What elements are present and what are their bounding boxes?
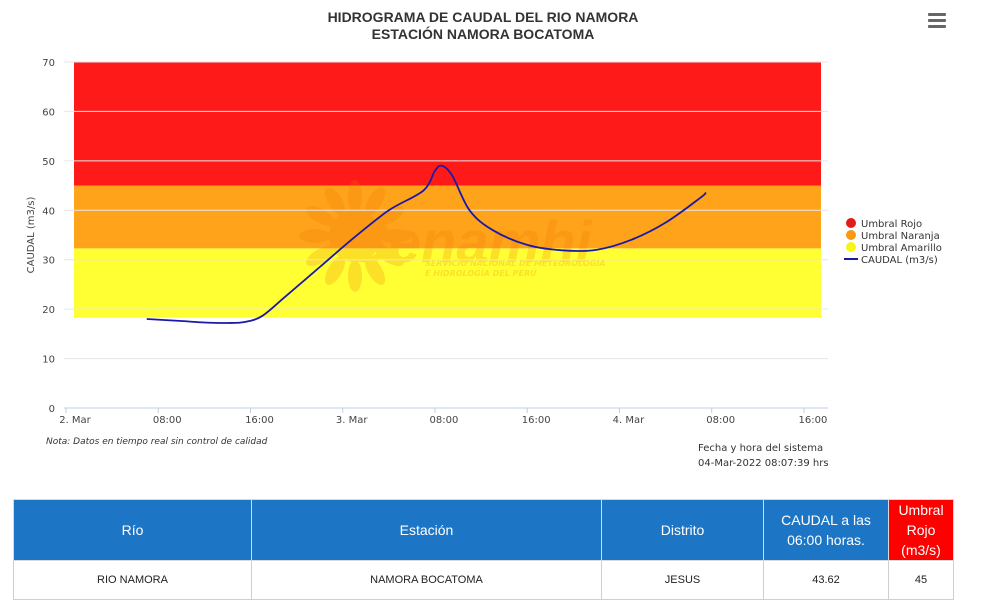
band-umbral-naranja: [74, 185, 821, 249]
watermark-sun-ray: [306, 205, 335, 227]
y-tick-label: 70: [42, 58, 55, 69]
watermark-sun-ray: [348, 180, 362, 212]
hamburger-icon-bar: [928, 19, 946, 22]
axes: 0 10 20 30 40 50 60 70 2. Mar 08:00 16:00 3. Mar 08:…: [42, 58, 828, 426]
watermark-sun-ray: [375, 245, 404, 267]
x-tick-label: 4. Mar: [613, 415, 645, 426]
watermark-subtext: E HIDROLOGÍA DEL PERÚ: [425, 267, 537, 278]
watermark-text: Senamhi: [350, 210, 594, 275]
watermark-sun-ray: [324, 256, 346, 285]
table-header-row: Río Estación Distrito CAUDAL a las 06:00…: [13, 499, 954, 561]
watermark-sun-ray: [348, 260, 362, 292]
legend-marker: [846, 230, 856, 240]
cell-umbral: 45: [888, 560, 954, 600]
legend-label: Umbral Rojo: [861, 219, 922, 230]
watermark-sun-ray: [324, 187, 346, 216]
data-quality-note: Nota: Datos en tiempo real sin control d…: [46, 437, 268, 447]
y-tick-label: 60: [42, 107, 55, 118]
y-tick-label: 40: [42, 206, 55, 217]
x-tick-label: 16:00: [799, 415, 828, 426]
x-tick-label: 16:00: [522, 415, 551, 426]
x-tick-label: 08:00: [706, 415, 735, 426]
series-layer: [146, 164, 707, 324]
header-umbral-rojo: Umbral Rojo (m3/s): [888, 499, 954, 561]
watermark-subtext: SERVICIO NACIONAL DE METEOROLOGÍA: [425, 257, 605, 268]
hamburger-icon-bar: [928, 25, 946, 28]
chart-subtitle: ESTACIÓN NAMORA BOCATOMA: [372, 25, 595, 42]
watermark-sun-ray: [364, 256, 386, 285]
watermark-sun-ray: [364, 187, 386, 216]
cell-caudal: 43.62: [763, 560, 889, 600]
band-umbral-rojo: [74, 62, 821, 186]
y-tick-label: 20: [42, 305, 55, 316]
grid-lines: [64, 61, 828, 360]
header-rio: Río: [13, 499, 252, 561]
cell-estacion: NAMORA BOCATOMA: [251, 560, 602, 600]
x-tick-label: 16:00: [245, 415, 274, 426]
hamburger-icon-bar: [928, 13, 946, 16]
chart-menu-button[interactable]: [926, 10, 948, 32]
system-time-value: 04-Mar-2022 08:07:39 hrs: [698, 458, 829, 469]
legend-marker: [846, 218, 856, 228]
x-tick-label: 08:00: [430, 415, 459, 426]
legend-label: Umbral Amarillo: [861, 243, 942, 254]
x-tick-label: 08:00: [153, 415, 182, 426]
x-tick-label: 2. Mar: [59, 415, 91, 426]
watermark-sun-ray: [375, 205, 404, 227]
cell-rio: RIO NAMORA: [13, 560, 252, 600]
y-tick-label: 30: [42, 256, 55, 267]
header-caudal: CAUDAL a las 06:00 horas.: [763, 499, 889, 561]
y-tick-label: 0: [49, 404, 55, 415]
y-axis-title: CAUDAL (m3/s): [26, 197, 37, 274]
legend-label: Umbral Naranja: [861, 231, 940, 242]
header-estacion: Estación: [251, 499, 602, 561]
x-tick-label: 3. Mar: [336, 415, 368, 426]
y-tick-label: 10: [42, 355, 55, 366]
system-time-label: Fecha y hora del sistema: [698, 443, 824, 454]
table-row: RIO NAMORA NAMORA BOCATOMA JESUS 43.62 4…: [13, 560, 954, 600]
legend-marker: [846, 242, 856, 252]
legend-label: CAUDAL (m3/s): [861, 255, 938, 266]
header-distrito: Distrito: [601, 499, 764, 561]
watermark-sun-ray: [379, 229, 411, 243]
watermark-sun-ray: [299, 229, 331, 243]
watermark-sun-ray: [306, 245, 335, 267]
threshold-bands: [74, 62, 821, 318]
system-time: Fecha y hora del sistema 04-Mar-2022 08:…: [698, 441, 829, 471]
y-tick-label: 50: [42, 157, 55, 168]
cell-distrito: JESUS: [601, 560, 764, 600]
series-line-caudal: [146, 164, 707, 324]
hydrograph-chart: HIDROGRAMA DE CAUDAL DEL RIO NAMORA ESTA…: [26, 9, 942, 426]
chart-title: HIDROGRAMA DE CAUDAL DEL RIO NAMORA: [328, 9, 639, 25]
station-info-table: Río Estación Distrito CAUDAL a las 06:00…: [13, 499, 954, 600]
